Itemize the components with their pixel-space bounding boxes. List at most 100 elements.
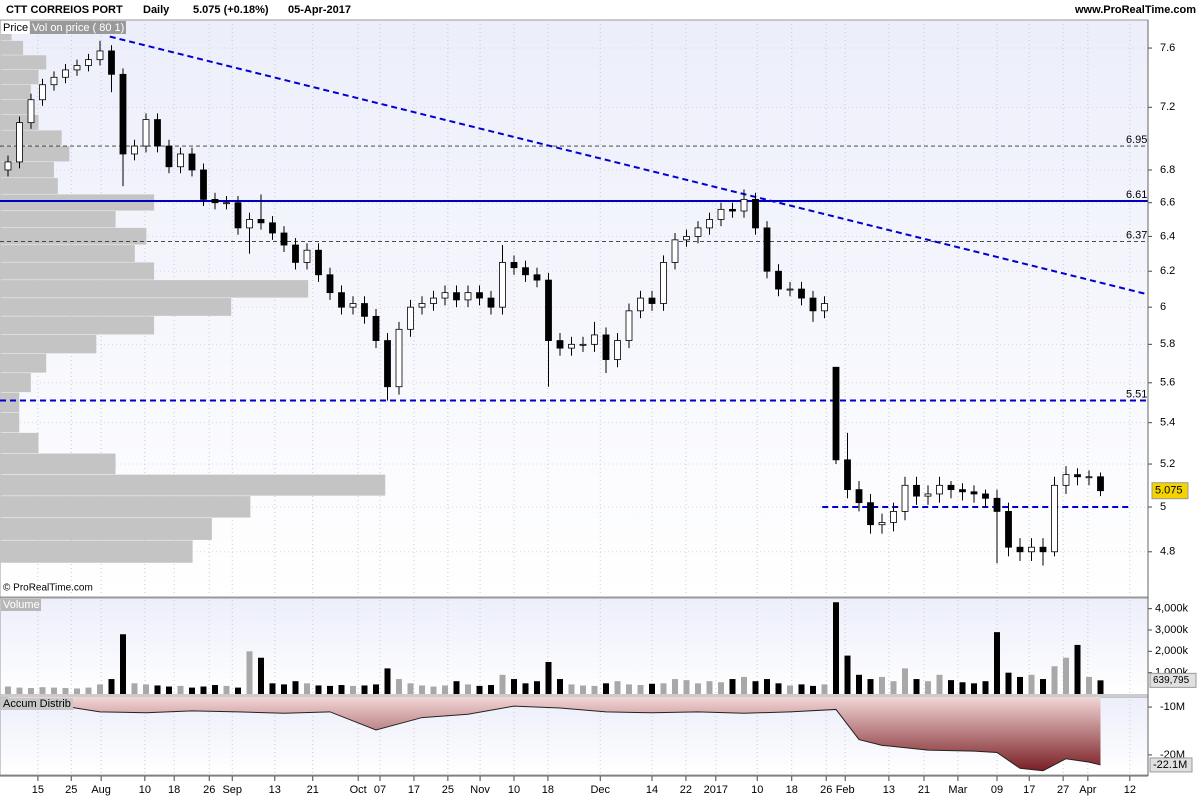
plot-layer: 15 25 Aug 10 18 26 Sep 13 21 Oct 07 17 25 Nov 10 18 Dec 1… <box>0 26 1197 796</box>
profile-bar <box>0 99 31 115</box>
profile-bar <box>0 496 251 518</box>
label-box <box>1 21 29 34</box>
date: 05-Apr-2017 <box>288 4 351 16</box>
x-tick-label: 17 <box>408 784 420 796</box>
candle-body <box>763 227 771 272</box>
area-line <box>7 701 1101 772</box>
volume-bar <box>614 681 621 694</box>
candle-body <box>96 50 104 61</box>
volume-bar <box>361 685 368 694</box>
volume-bar <box>994 632 1001 694</box>
y-tick-label: 6.8 <box>1160 164 1175 176</box>
candle-body <box>545 279 552 341</box>
candle-body <box>683 236 690 241</box>
candle-body <box>188 153 196 171</box>
candle-body <box>73 65 81 71</box>
price-label: Price <box>3 22 28 34</box>
volume-bar <box>982 681 989 694</box>
profile-bar <box>0 353 47 373</box>
volume-bar <box>602 683 609 694</box>
candle-body <box>50 76 58 86</box>
candle-body <box>579 343 587 346</box>
profile-bar <box>0 392 20 413</box>
area-fill <box>7 697 1101 771</box>
x-tick-label: 27 <box>1057 784 1069 796</box>
candle-body <box>476 292 483 299</box>
volume-bar <box>165 686 172 694</box>
candle-body <box>798 288 805 299</box>
candle-body <box>637 297 644 312</box>
candle-body <box>821 303 828 312</box>
profile-bar <box>0 178 58 194</box>
candle-body <box>775 270 782 290</box>
level-label: 6.37 <box>1126 229 1147 241</box>
x-tick-label: Mar <box>948 784 967 796</box>
x-tick-label: 10 <box>508 784 520 796</box>
volume-bar <box>579 685 586 694</box>
volume-bar <box>27 688 34 694</box>
profile-bar <box>0 280 309 298</box>
volume-bar <box>568 684 575 694</box>
volume-bar <box>16 687 23 694</box>
volume-bar <box>706 681 713 694</box>
profile-bar <box>0 55 47 70</box>
volume-bar <box>62 688 69 694</box>
volume-bar <box>292 681 299 694</box>
candle-body <box>625 310 633 341</box>
volume-bar <box>384 668 391 694</box>
x-tick-label: 18 <box>786 784 798 796</box>
y-tick-label: 6.4 <box>1160 230 1175 242</box>
x-tick-label: Dec <box>590 784 610 796</box>
header-bg <box>0 0 1200 20</box>
volume-bar <box>142 684 149 694</box>
candle-body <box>372 315 380 341</box>
volume-bar <box>50 687 57 694</box>
volume-bar <box>1017 676 1024 694</box>
candle-body <box>729 208 736 212</box>
candle-body <box>499 262 506 308</box>
candle-body <box>913 484 920 497</box>
volume-bar <box>879 676 886 694</box>
profile-bar <box>0 540 193 563</box>
candle-body <box>947 484 955 491</box>
volume-bar <box>223 685 230 694</box>
volume-bar <box>625 684 632 694</box>
volume-bar <box>1051 666 1058 694</box>
volume-bar <box>476 685 483 694</box>
y-tick-label: 2,000k <box>1155 645 1189 657</box>
candle-body <box>165 145 173 168</box>
volume-bar <box>1028 674 1035 694</box>
volume-bar <box>407 683 414 694</box>
x-tick-label: 10 <box>751 784 763 796</box>
x-tick-label: 18 <box>168 784 180 796</box>
candle-body <box>384 340 391 388</box>
volume-bar <box>648 683 655 694</box>
x-tick-label: Nov <box>470 784 490 796</box>
volume-label: Volume <box>3 599 40 611</box>
candle-body <box>1097 476 1104 492</box>
y-tick-label: 6.6 <box>1160 197 1175 209</box>
candle-body <box>1074 474 1081 478</box>
volume-bar <box>4 686 11 694</box>
candle-body <box>1085 476 1093 479</box>
volume-bar <box>1074 644 1081 694</box>
profile-bar <box>0 373 31 393</box>
volume-bar <box>856 674 863 694</box>
volume-bar <box>798 684 805 694</box>
volume-bar <box>660 683 667 694</box>
candle-body <box>522 267 529 276</box>
profile-bar <box>0 227 147 245</box>
x-tick-label: 07 <box>374 784 386 796</box>
candle-body <box>487 297 495 308</box>
candle-body <box>39 84 46 101</box>
volume-bar <box>464 684 471 694</box>
volume-bar <box>418 685 425 694</box>
volume-bar <box>695 683 702 694</box>
candle-body <box>142 119 150 147</box>
volume-bar <box>441 685 448 694</box>
volume-bar <box>936 674 943 694</box>
volume-bar <box>280 684 287 694</box>
x-tick-label: Oct <box>350 784 367 796</box>
volume-bar <box>671 679 678 694</box>
